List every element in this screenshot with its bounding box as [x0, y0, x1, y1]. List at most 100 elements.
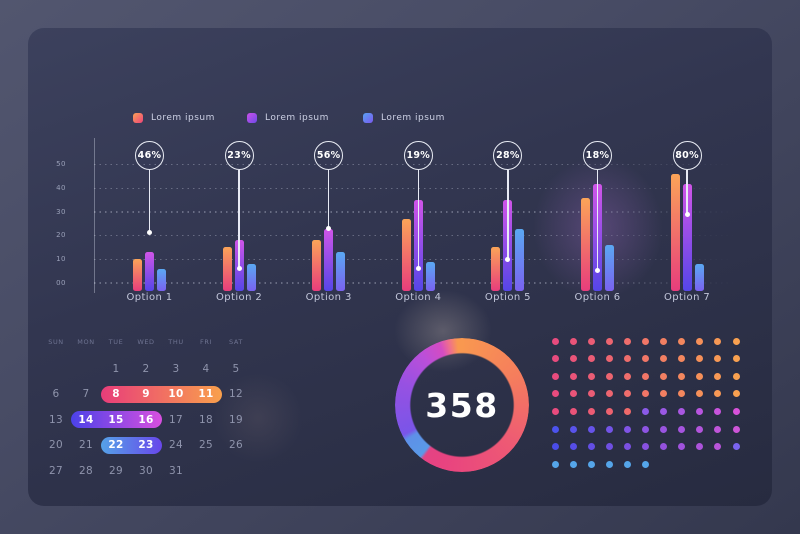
calendar-day[interactable]: 11: [198, 388, 214, 401]
percent-badge: 80%: [672, 140, 702, 170]
calendar-day[interactable]: 1: [112, 362, 120, 375]
calendar-day[interactable]: 31: [169, 464, 183, 477]
calendar-day[interactable]: 14: [78, 413, 94, 426]
matrix-dot: [696, 408, 704, 416]
pointer-dot: [415, 265, 421, 271]
matrix-dot: [551, 425, 559, 433]
bar-series-2[interactable]: [324, 228, 334, 291]
matrix-dot: [623, 461, 631, 469]
calendar-day[interactable]: 20: [49, 439, 63, 452]
matrix-dot: [678, 337, 686, 345]
calendar-day[interactable]: 19: [229, 413, 243, 426]
weekday-header: SAT: [229, 338, 243, 346]
calendar-day[interactable]: 17: [169, 413, 183, 426]
matrix-dot: [605, 337, 613, 345]
bar-series-1[interactable]: [670, 174, 680, 291]
calendar-day[interactable]: 6: [52, 388, 60, 401]
calendar-day[interactable]: 3: [172, 362, 180, 375]
calendar-day[interactable]: 28: [79, 464, 93, 477]
legend-label: Lorem ipsum: [265, 113, 329, 123]
matrix-dot: [642, 390, 649, 398]
bar-series-3[interactable]: [336, 252, 346, 291]
weekday-header: MON: [77, 338, 95, 346]
matrix-dot: [587, 390, 595, 398]
calendar-day[interactable]: 24: [169, 439, 183, 452]
matrix-dot: [587, 337, 595, 345]
calendar-day[interactable]: 5: [232, 362, 240, 375]
bar-series-1[interactable]: [581, 197, 590, 291]
pointer-dot: [595, 268, 600, 274]
bar-series-3[interactable]: [694, 264, 704, 291]
matrix-dot: [660, 408, 668, 416]
calendar-day[interactable]: 16: [138, 413, 154, 426]
calendar-day[interactable]: 30: [139, 464, 153, 477]
calendar-day[interactable]: 27: [49, 464, 63, 477]
selected-date-range[interactable]: [70, 411, 162, 429]
matrix-dot: [605, 355, 613, 363]
bar-series-3[interactable]: [157, 268, 166, 291]
legend-item[interactable]: Lorem ipsum: [363, 112, 445, 124]
y-axis-tick-label: 50: [56, 160, 66, 169]
bar-series-1[interactable]: [222, 247, 232, 291]
category-label: Option 1: [126, 292, 173, 303]
pointer-dot: [326, 225, 332, 231]
legend-swatch-icon: [363, 113, 373, 123]
percent-badge: 56%: [314, 140, 344, 170]
matrix-dot: [587, 461, 595, 469]
bar-series-1[interactable]: [491, 247, 501, 291]
matrix-dot: [569, 355, 577, 363]
matrix-dot: [642, 355, 649, 363]
bar-series-2[interactable]: [145, 252, 154, 291]
bar-series-3[interactable]: [605, 245, 614, 291]
calendar-day[interactable]: 23: [138, 439, 154, 452]
matrix-dot: [732, 337, 740, 345]
percent-badge: 18%: [583, 140, 612, 170]
weekday-header: WED: [137, 338, 155, 346]
matrix-dot: [732, 355, 740, 363]
calendar-day[interactable]: 15: [108, 413, 124, 426]
percent-badge: 46%: [135, 140, 164, 170]
legend-item[interactable]: Lorem ipsum: [133, 112, 215, 124]
bar-series-3[interactable]: [425, 261, 435, 291]
matrix-dot: [551, 355, 559, 363]
calendar-day[interactable]: 18: [199, 413, 213, 426]
matrix-dot: [569, 443, 577, 451]
calendar-day[interactable]: 9: [142, 388, 150, 401]
matrix-dot: [642, 337, 649, 345]
bar-series-1[interactable]: [312, 240, 322, 291]
calendar-day[interactable]: 29: [109, 464, 123, 477]
calendar-day[interactable]: 26: [229, 439, 243, 452]
matrix-dot: [587, 408, 595, 416]
bar-series-3[interactable]: [515, 228, 525, 291]
calendar-day[interactable]: 13: [49, 413, 63, 426]
bar-series-2[interactable]: [682, 183, 692, 291]
calendar-day[interactable]: 21: [79, 439, 93, 452]
matrix-dot: [569, 372, 577, 380]
matrix-dot: [623, 372, 631, 380]
pointer-dot: [505, 256, 511, 262]
calendar-day[interactable]: 7: [82, 388, 90, 401]
donut-value: 358: [425, 385, 499, 425]
bar-series-1[interactable]: [401, 219, 411, 291]
calendar-day[interactable]: 2: [142, 362, 150, 375]
pointer-line: [507, 170, 509, 260]
matrix-dot: [623, 408, 631, 416]
pointer-line: [596, 170, 599, 271]
bar-series-3[interactable]: [246, 264, 256, 291]
matrix-dot: [696, 372, 704, 380]
selected-date-range[interactable]: [100, 436, 162, 454]
calendar-day[interactable]: 4: [202, 362, 210, 375]
matrix-dot: [732, 425, 740, 433]
matrix-dot: [605, 372, 613, 380]
matrix-dot: [678, 355, 686, 363]
matrix-dot: [696, 337, 704, 345]
bar-series-1[interactable]: [133, 259, 142, 291]
calendar-day[interactable]: 22: [108, 439, 124, 452]
calendar-day[interactable]: 12: [229, 388, 243, 401]
calendar-day[interactable]: 10: [168, 388, 184, 401]
calendar-day[interactable]: 8: [112, 388, 120, 401]
pointer-line: [417, 170, 420, 269]
selected-date-range[interactable]: [100, 385, 222, 403]
calendar-day[interactable]: 25: [199, 439, 213, 452]
legend-item[interactable]: Lorem ipsum: [247, 112, 329, 124]
